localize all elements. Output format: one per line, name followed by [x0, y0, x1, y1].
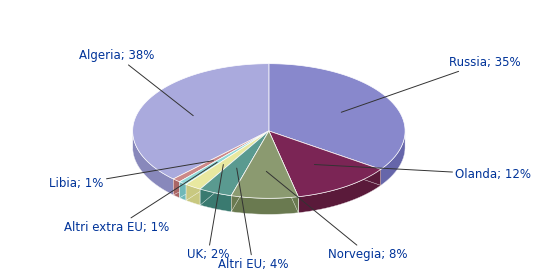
Text: Russia; 35%: Russia; 35%: [341, 56, 521, 112]
Text: Altri EU; 4%: Altri EU; 4%: [217, 168, 288, 270]
Polygon shape: [173, 131, 269, 195]
Polygon shape: [173, 179, 179, 198]
Polygon shape: [381, 132, 405, 185]
Polygon shape: [200, 131, 269, 205]
Polygon shape: [269, 64, 405, 169]
Text: Olanda; 12%: Olanda; 12%: [314, 165, 531, 181]
Polygon shape: [179, 131, 269, 184]
Polygon shape: [269, 131, 381, 185]
Polygon shape: [269, 131, 298, 213]
Polygon shape: [133, 147, 269, 195]
Text: Libia; 1%: Libia; 1%: [49, 161, 214, 190]
Polygon shape: [179, 131, 269, 198]
Polygon shape: [186, 147, 269, 205]
Polygon shape: [269, 131, 381, 185]
Polygon shape: [269, 147, 381, 213]
Polygon shape: [200, 189, 231, 212]
Polygon shape: [269, 131, 381, 197]
Polygon shape: [179, 131, 269, 198]
Polygon shape: [133, 64, 269, 179]
Polygon shape: [173, 131, 269, 195]
Polygon shape: [231, 131, 269, 212]
Polygon shape: [269, 147, 405, 185]
Polygon shape: [173, 131, 269, 182]
Polygon shape: [133, 133, 173, 195]
Polygon shape: [179, 182, 186, 200]
Polygon shape: [186, 131, 269, 189]
Text: Norvegia; 8%: Norvegia; 8%: [266, 171, 408, 261]
Polygon shape: [298, 169, 381, 213]
Polygon shape: [200, 131, 269, 205]
Polygon shape: [231, 131, 298, 198]
Polygon shape: [231, 131, 269, 212]
Polygon shape: [186, 131, 269, 200]
Text: Altri extra EU; 1%: Altri extra EU; 1%: [64, 162, 217, 234]
Polygon shape: [186, 184, 200, 205]
Polygon shape: [173, 147, 269, 198]
Polygon shape: [200, 147, 269, 212]
Polygon shape: [231, 196, 298, 214]
Polygon shape: [179, 147, 269, 200]
Polygon shape: [231, 147, 298, 214]
Text: UK; 2%: UK; 2%: [187, 165, 229, 261]
Text: Algeria; 38%: Algeria; 38%: [79, 49, 193, 116]
Polygon shape: [269, 131, 298, 213]
Polygon shape: [186, 131, 269, 200]
Polygon shape: [200, 131, 269, 196]
